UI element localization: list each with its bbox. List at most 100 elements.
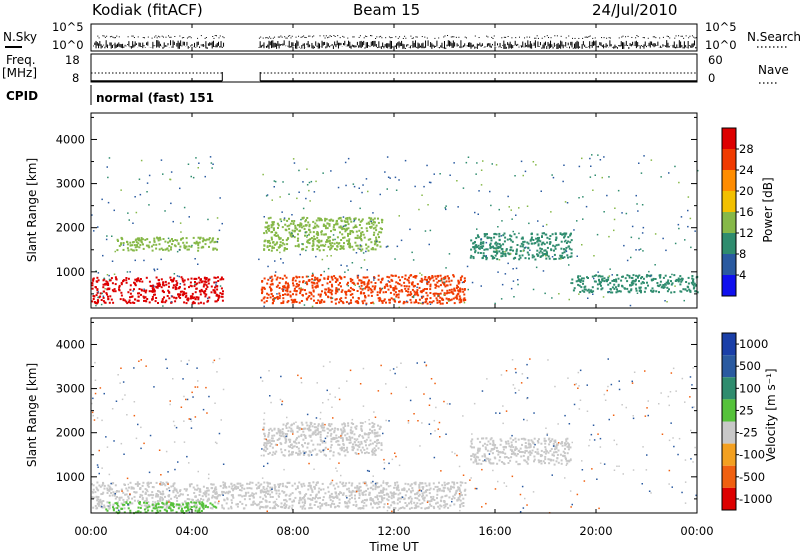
search-noise-sample — [182, 37, 183, 38]
scatter-cell — [185, 502, 187, 504]
scatter-cell — [404, 278, 406, 280]
scatter-cell — [646, 282, 648, 284]
scatter-cell — [349, 245, 351, 247]
scatter-cell — [228, 508, 230, 510]
freq-right-tick-top: 60 — [708, 53, 723, 67]
scatter-cell — [357, 277, 359, 279]
scatter-cell — [224, 484, 226, 486]
scatter-cell — [279, 295, 281, 297]
search-noise-sample — [278, 37, 279, 38]
scatter-cell — [345, 225, 347, 227]
scatter-cell — [302, 276, 304, 278]
scatter-cell — [198, 277, 200, 279]
search-noise-sample — [668, 36, 669, 37]
scatter-cell — [283, 504, 285, 506]
scatter-cell — [120, 292, 122, 294]
scatter-cell — [173, 284, 175, 286]
scatter-cell — [367, 246, 369, 248]
scatter-cell — [684, 300, 686, 302]
scatter-cell — [419, 482, 421, 484]
scatter-cell — [134, 283, 136, 285]
scatter-cell — [93, 489, 95, 491]
scatter-cell — [540, 256, 542, 258]
scatter-cell — [445, 505, 447, 507]
scatter-cell — [528, 223, 530, 225]
scatter-cell — [321, 290, 323, 292]
scatter-cell — [560, 258, 562, 260]
scatter-cell — [273, 440, 275, 442]
scatter-cell — [393, 487, 395, 489]
scatter-cell — [525, 257, 527, 259]
scatter-cell — [597, 234, 599, 236]
scatter-cell — [359, 286, 361, 288]
scatter-cell — [527, 247, 529, 249]
scatter-cell — [312, 425, 314, 427]
scatter-cell — [541, 236, 543, 238]
scatter-cell — [320, 436, 322, 438]
scatter-cell — [165, 284, 167, 286]
scatter-cell — [112, 282, 114, 284]
scatter-cell — [217, 276, 219, 278]
scatter-cell — [443, 487, 445, 489]
scatter-cell — [266, 195, 268, 197]
scatter-cell — [323, 488, 325, 490]
scatter-cell — [388, 289, 390, 291]
scatter-cell — [198, 297, 200, 299]
scatter-cell — [279, 246, 281, 248]
scatter-cell — [589, 158, 591, 160]
scatter-cell — [313, 300, 315, 302]
scatter-cell — [636, 203, 638, 205]
scatter-cell — [147, 509, 149, 511]
scatter-cell — [332, 279, 334, 281]
scatter-cell — [352, 449, 354, 451]
scatter-cell — [140, 194, 142, 196]
scatter-cell — [244, 498, 246, 500]
scatter-cell — [270, 284, 272, 286]
scatter-cell — [267, 453, 269, 455]
scatter-cell — [216, 498, 218, 500]
noise-right-label: N.Search — [747, 30, 800, 44]
search-noise-sample — [360, 35, 361, 36]
scatter-cell — [329, 223, 331, 225]
scatter-cell — [421, 507, 423, 509]
scatter-cell — [138, 296, 140, 298]
scatter-cell — [271, 239, 273, 241]
scatter-cell — [642, 250, 644, 252]
scatter-cell — [475, 250, 477, 252]
scatter-cell — [205, 278, 207, 280]
scatter-cell — [191, 278, 193, 280]
scatter-cell — [370, 218, 372, 220]
scatter-cell — [312, 497, 314, 499]
search-noise-sample — [582, 38, 583, 39]
scatter-cell — [425, 292, 427, 294]
scatter-cell — [427, 283, 429, 285]
scatter-cell — [207, 487, 209, 489]
scatter-cell — [259, 485, 261, 487]
scatter-cell — [418, 499, 420, 501]
scatter-cell — [515, 215, 517, 217]
scatter-cell — [368, 432, 370, 434]
scatter-cell — [316, 237, 318, 239]
scatter-cell — [448, 280, 450, 282]
scatter-cell — [398, 179, 400, 181]
scatter-cell — [436, 494, 438, 496]
scatter-cell — [343, 216, 345, 218]
scatter-cell — [186, 237, 188, 239]
scatter-cell — [688, 196, 690, 198]
scatter-cell — [249, 487, 251, 489]
scatter-cell — [111, 277, 113, 279]
search-noise-sample — [320, 35, 321, 36]
scatter-cell — [160, 481, 162, 483]
scatter-cell — [606, 195, 608, 197]
scatter-cell — [308, 482, 310, 484]
scatter-cell — [516, 268, 518, 270]
scatter-cell — [690, 218, 692, 220]
search-noise-sample — [306, 37, 307, 38]
search-noise-sample — [458, 37, 459, 38]
scatter-cell — [545, 255, 547, 257]
scatter-cell — [178, 507, 180, 509]
scatter-cell — [163, 284, 165, 286]
scatter-cell — [134, 299, 136, 301]
scatter-cell — [344, 502, 346, 504]
